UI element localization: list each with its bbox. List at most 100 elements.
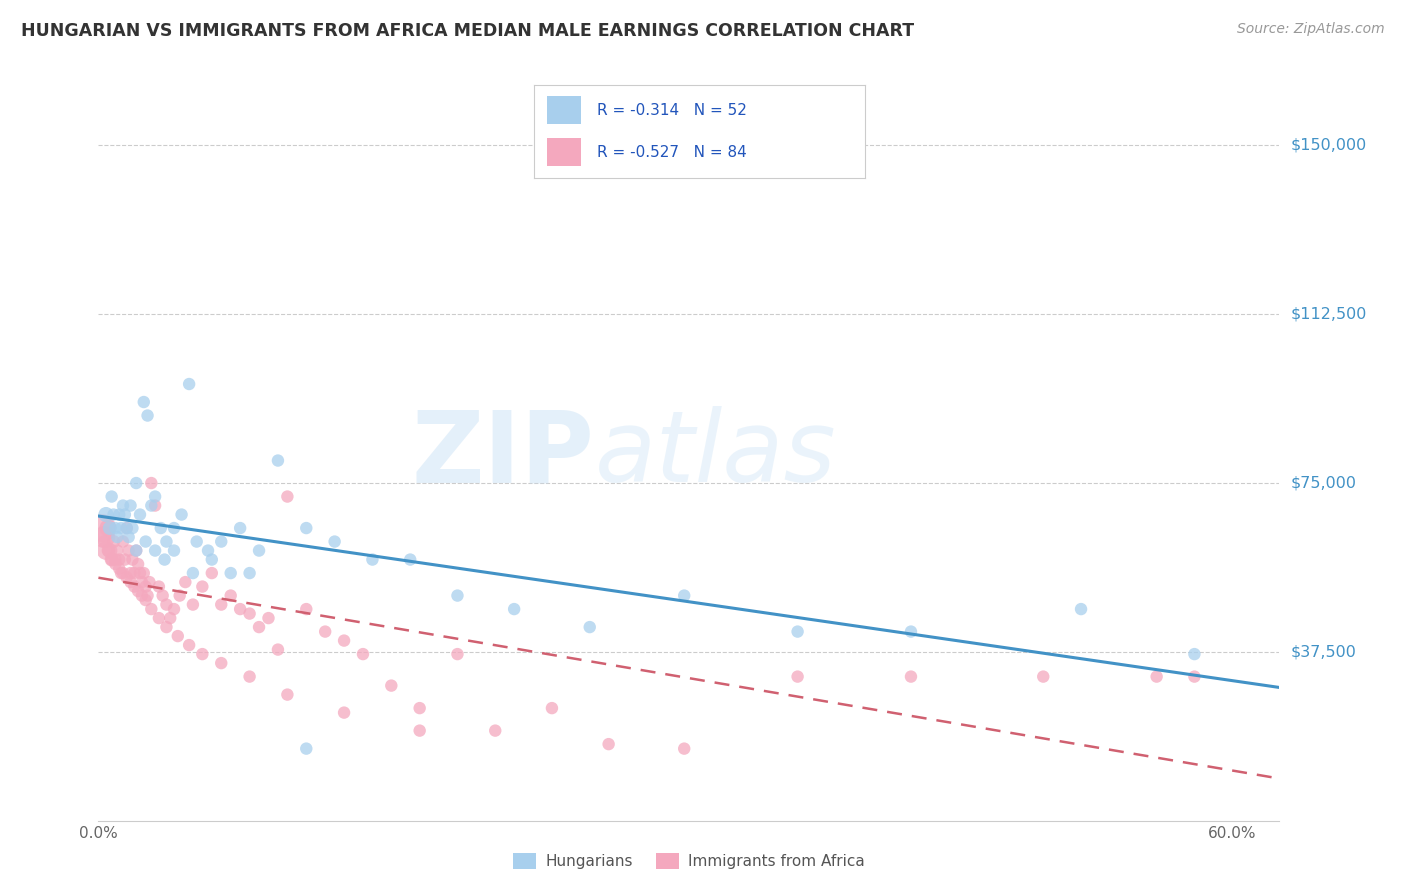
Point — [174, 575, 197, 590]
Point — [163, 543, 186, 558]
Point — [135, 580, 157, 594]
Point — [110, 566, 132, 580]
Point — [219, 589, 242, 603]
Point — [148, 611, 170, 625]
Point — [276, 490, 298, 504]
Point — [103, 508, 125, 522]
Point — [127, 557, 149, 571]
Point — [181, 598, 204, 612]
Point — [276, 688, 298, 702]
Point — [110, 521, 132, 535]
Point — [541, 701, 564, 715]
Point — [143, 543, 166, 558]
Point — [125, 543, 148, 558]
Point — [98, 521, 121, 535]
Text: R = -0.314   N = 52: R = -0.314 N = 52 — [598, 103, 747, 118]
Point — [108, 508, 131, 522]
Point — [900, 624, 922, 639]
Point — [239, 566, 262, 580]
Point — [163, 521, 186, 535]
Point — [399, 552, 422, 566]
Point — [131, 589, 153, 603]
Point — [247, 620, 270, 634]
FancyBboxPatch shape — [547, 138, 581, 166]
Point — [673, 589, 696, 603]
Point — [209, 534, 232, 549]
Point — [120, 566, 142, 580]
Point — [267, 642, 290, 657]
Point — [127, 584, 149, 599]
Point — [104, 552, 127, 566]
Point — [166, 629, 188, 643]
Point — [118, 543, 141, 558]
Point — [170, 508, 193, 522]
Point — [114, 552, 136, 566]
Point — [578, 620, 600, 634]
Point — [94, 543, 117, 558]
Point — [100, 552, 122, 566]
Legend: Hungarians, Immigrants from Africa: Hungarians, Immigrants from Africa — [508, 847, 870, 875]
Point — [114, 508, 136, 522]
Point — [125, 476, 148, 491]
Point — [129, 508, 152, 522]
Point — [155, 598, 177, 612]
Point — [136, 409, 159, 423]
Point — [201, 566, 224, 580]
Point — [314, 624, 336, 639]
Point — [121, 521, 143, 535]
Point — [136, 589, 159, 603]
Point — [181, 566, 204, 580]
Point — [239, 607, 262, 621]
Point — [141, 499, 163, 513]
Point — [138, 575, 160, 590]
Point — [219, 566, 242, 580]
Point — [104, 521, 127, 535]
Point — [149, 521, 172, 535]
Point — [115, 521, 138, 535]
Point — [186, 534, 208, 549]
Text: R = -0.527   N = 84: R = -0.527 N = 84 — [598, 145, 747, 160]
Point — [120, 499, 142, 513]
Point — [295, 521, 318, 535]
Point — [125, 543, 148, 558]
Point — [100, 490, 122, 504]
Point — [143, 490, 166, 504]
Point — [94, 508, 117, 522]
Text: $150,000: $150,000 — [1291, 138, 1367, 153]
Point — [135, 593, 157, 607]
Point — [111, 566, 134, 580]
Point — [141, 476, 163, 491]
Point — [131, 575, 153, 590]
Point — [295, 741, 318, 756]
Point — [333, 633, 356, 648]
Point — [333, 706, 356, 720]
Point — [446, 589, 468, 603]
Point — [1032, 670, 1054, 684]
Point — [108, 561, 131, 575]
Point — [209, 598, 232, 612]
Point — [148, 580, 170, 594]
Point — [201, 552, 224, 566]
Point — [209, 656, 232, 670]
Point — [97, 543, 120, 558]
Point — [108, 552, 131, 566]
Point — [257, 611, 280, 625]
Point — [93, 534, 115, 549]
Point — [229, 602, 252, 616]
Text: $75,000: $75,000 — [1291, 475, 1357, 491]
Point — [163, 602, 186, 616]
Point — [100, 552, 122, 566]
Point — [786, 670, 808, 684]
Point — [155, 620, 177, 634]
Point — [179, 377, 201, 392]
Text: Source: ZipAtlas.com: Source: ZipAtlas.com — [1237, 22, 1385, 37]
Point — [141, 602, 163, 616]
Point — [93, 530, 115, 544]
Point — [267, 453, 290, 467]
Point — [352, 647, 374, 661]
Point — [159, 611, 181, 625]
Point — [98, 543, 121, 558]
Point — [484, 723, 506, 738]
Point — [786, 624, 808, 639]
Point — [446, 647, 468, 661]
